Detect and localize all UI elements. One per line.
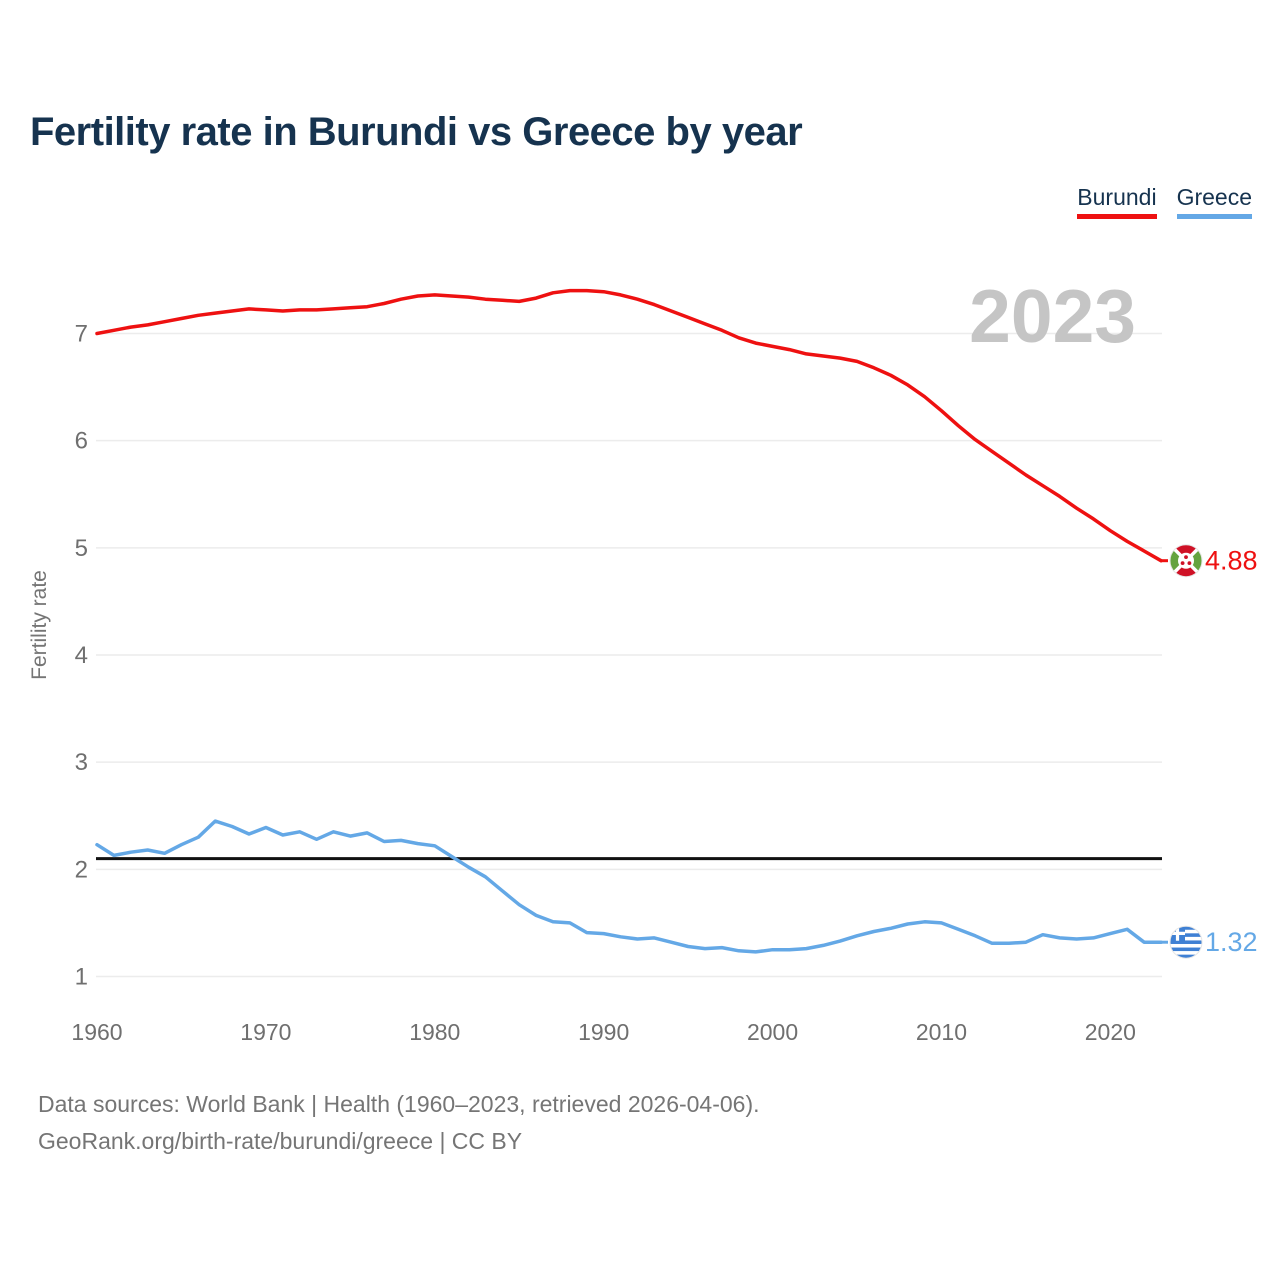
x-tick-label: 1990 bbox=[578, 1019, 629, 1045]
legend-item-burundi[interactable]: Burundi bbox=[1077, 184, 1157, 219]
burundi-flag-icon bbox=[1169, 544, 1203, 578]
x-tick-label: 1960 bbox=[71, 1019, 122, 1045]
y-tick-label: 1 bbox=[75, 964, 88, 991]
x-tick-label: 1980 bbox=[409, 1019, 460, 1045]
legend-item-greece[interactable]: Greece bbox=[1176, 184, 1252, 219]
burundi-line[interactable] bbox=[95, 288, 1163, 563]
y-tick-label: 5 bbox=[75, 535, 88, 562]
x-axis-ticks: 1960 1970 1980 1990 2000 2010 2020 bbox=[71, 1019, 1136, 1045]
page-title: Fertility rate in Burundi vs Greece by y… bbox=[30, 110, 803, 154]
y-tick-label: 7 bbox=[75, 321, 88, 348]
year-indicator-watermark: 2023 bbox=[969, 274, 1136, 358]
y-axis-label: Fertility rate bbox=[28, 570, 51, 680]
greece-flag-group bbox=[1169, 925, 1203, 959]
x-tick-label: 2000 bbox=[747, 1019, 798, 1045]
x-tick-label: 2010 bbox=[916, 1019, 967, 1045]
y-tick-label: 4 bbox=[75, 642, 88, 669]
data-sources-note: Data sources: World Bank | Health (1960–… bbox=[38, 1091, 760, 1117]
burundi-end-value-label: 4.88 bbox=[1205, 546, 1258, 576]
attribution-link: GeoRank.org/birth-rate/burundi/greece | … bbox=[38, 1128, 523, 1154]
y-tick-label: 2 bbox=[75, 856, 88, 883]
x-tick-label: 1970 bbox=[240, 1019, 291, 1045]
x-tick-label: 2020 bbox=[1085, 1019, 1136, 1045]
legend: Burundi Greece bbox=[1077, 184, 1252, 219]
y-tick-label: 6 bbox=[75, 428, 88, 455]
y-tick-label: 3 bbox=[75, 749, 88, 776]
legend-label-burundi: Burundi bbox=[1077, 184, 1157, 210]
legend-label-greece: Greece bbox=[1176, 184, 1252, 210]
greece-flag-icon bbox=[1169, 925, 1203, 959]
greece-end-value-label: 1.32 bbox=[1205, 927, 1258, 957]
burundi-flag-group bbox=[1169, 544, 1203, 578]
greece-line[interactable] bbox=[95, 819, 1163, 954]
gridlines: 1 2 3 4 5 6 7 bbox=[75, 321, 1162, 991]
chart-footer: Data sources: World Bank | Health (1960–… bbox=[38, 1086, 760, 1160]
